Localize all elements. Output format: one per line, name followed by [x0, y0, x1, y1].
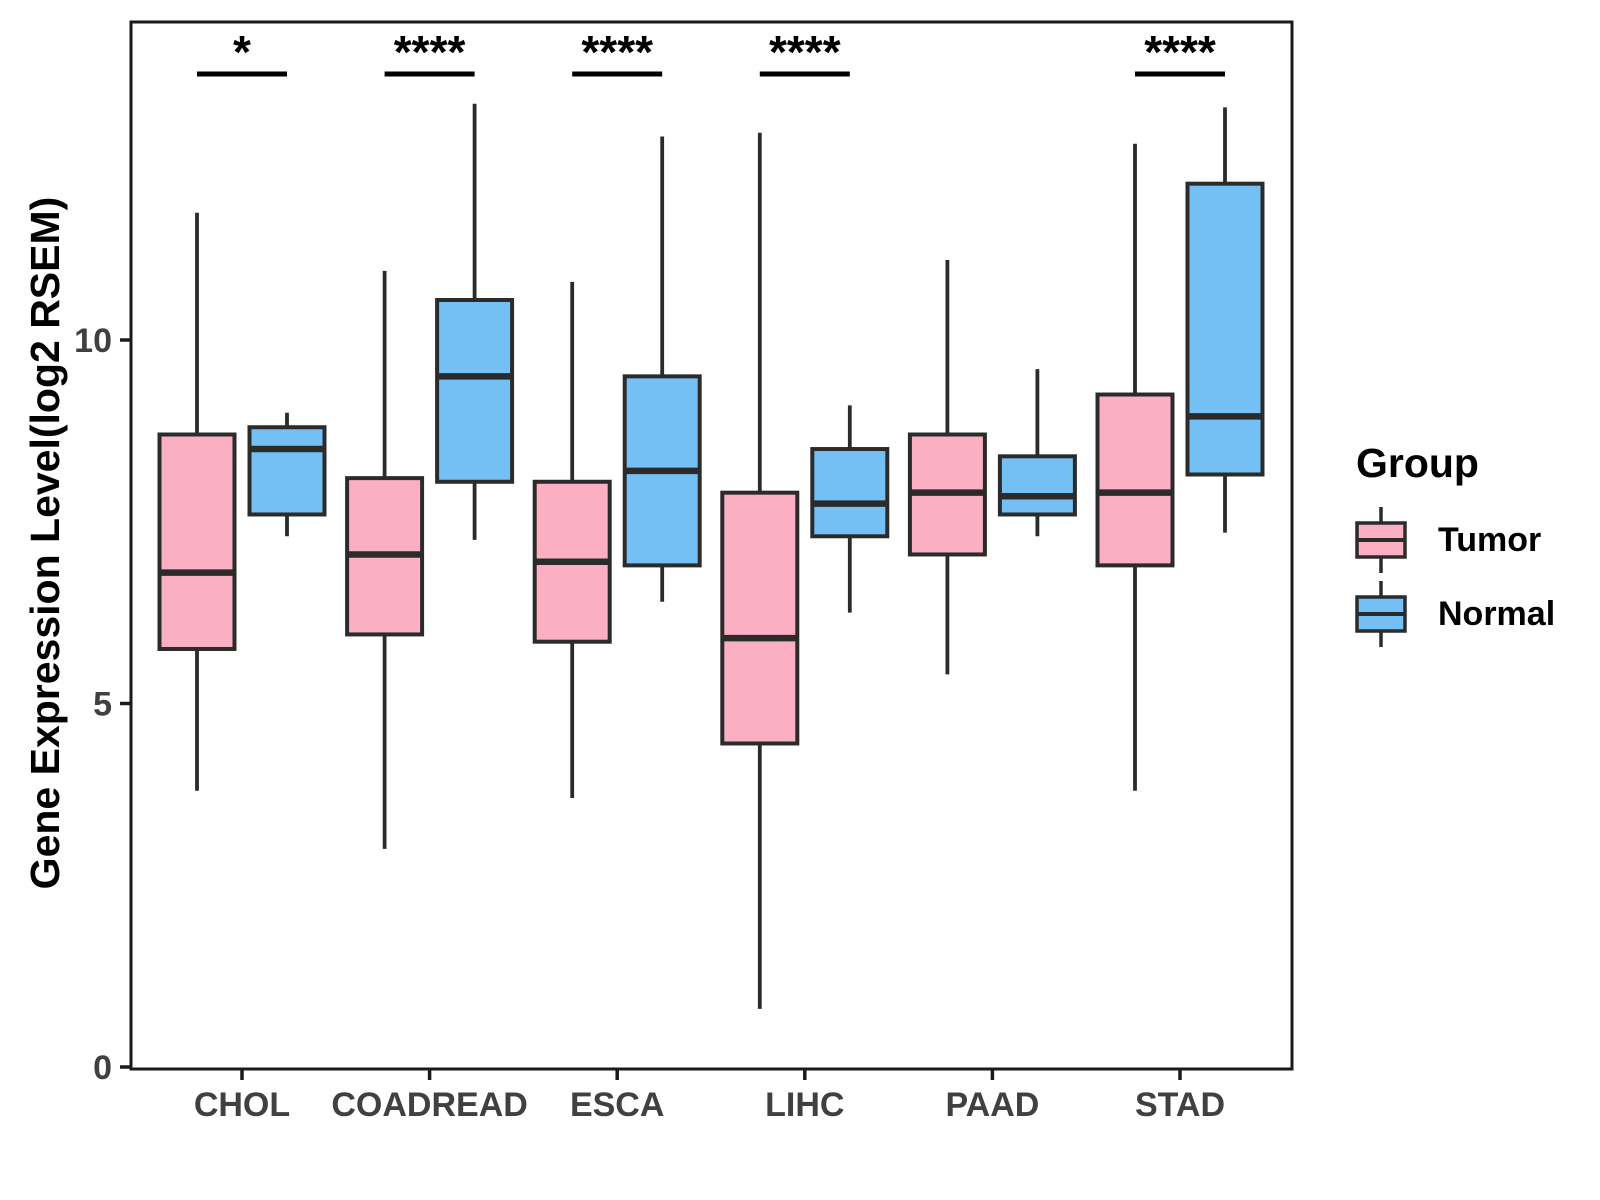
plot-panel-border [129, 20, 1294, 1071]
significance-bar-CHOL [197, 71, 287, 77]
significance-bar-ESCA [572, 71, 663, 77]
box-CHOL-Tumor [157, 432, 237, 651]
significance-bar-COADREAD [384, 71, 475, 77]
box-LIHC-Normal [810, 447, 890, 539]
box-LIHC-Tumor [720, 490, 800, 746]
x-tick-label-PAAD: PAAD [945, 1086, 1039, 1124]
legend-title: Group [1356, 440, 1479, 486]
significance-stars-STAD: **** [1144, 26, 1216, 78]
legend-entry-tumor: Tumor [1352, 503, 1555, 577]
significance-stars-CHOL: * [233, 26, 251, 78]
significance-bar-STAD [1135, 71, 1225, 77]
x-tick-label-COADREAD: COADREAD [331, 1086, 527, 1124]
box-PAAD-Normal [997, 454, 1077, 517]
significance-stars-ESCA: **** [581, 26, 653, 78]
significance-stars-LIHC: **** [769, 26, 841, 78]
y-tick-label-0: 0 [93, 1049, 112, 1087]
legend: Group Tumor Normal [1352, 440, 1555, 651]
x-tick-label-STAD: STAD [1135, 1086, 1225, 1124]
legend-label-tumor: Tumor [1438, 520, 1542, 559]
tumor-boxplot-swatch-icon [1355, 507, 1407, 573]
box-COADREAD-Normal [435, 298, 515, 484]
y-tick-label-10: 10 [74, 322, 112, 360]
normal-boxplot-swatch-icon [1355, 581, 1407, 647]
box-CHOL-Normal [247, 425, 327, 517]
y-tick-label-5: 5 [93, 686, 112, 724]
significance-bar-LIHC [759, 71, 850, 77]
y-axis-title: Gene Expression Level(log2 RSEM) [22, 196, 68, 890]
x-tick-label-ESCA: ESCA [570, 1086, 664, 1124]
x-tick-label-LIHC: LIHC [765, 1086, 844, 1124]
box-STAD-Tumor [1095, 392, 1175, 568]
x-tick-label-CHOL: CHOL [194, 1086, 290, 1124]
box-STAD-Normal [1185, 181, 1265, 477]
legend-entry-normal: Normal [1352, 577, 1555, 651]
significance-stars-COADREAD: **** [394, 26, 466, 78]
legend-label-normal: Normal [1438, 594, 1556, 633]
